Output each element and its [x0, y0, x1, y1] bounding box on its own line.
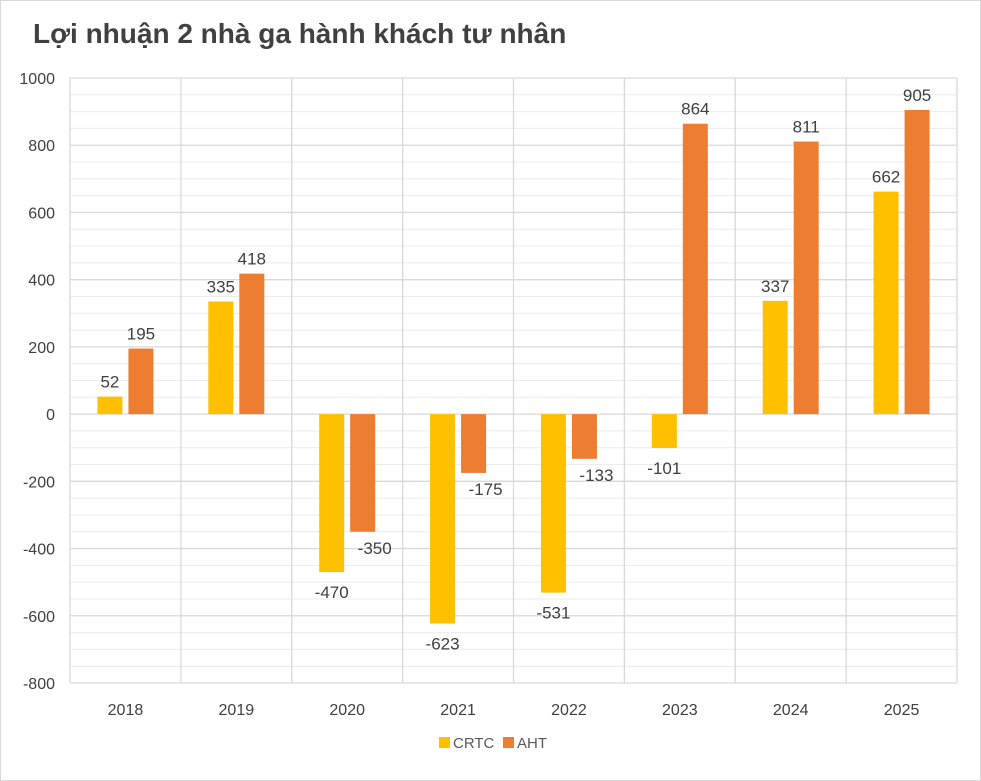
legend-swatch-aht	[503, 737, 514, 748]
x-tick-label: 2020	[329, 702, 365, 719]
legend: CRTC AHT	[439, 735, 547, 752]
data-label-aht-2024: 811	[793, 118, 820, 137]
data-label-aht-2023: 864	[681, 100, 709, 119]
y-tick-label: -400	[23, 542, 55, 559]
bar-aht-2019	[239, 273, 265, 415]
x-tick-label: 2021	[440, 702, 476, 719]
bar-crtc-2019	[208, 301, 234, 415]
y-tick-label: 1000	[19, 71, 55, 88]
bar-aht-2024	[793, 141, 819, 415]
y-tick-label: 800	[28, 138, 55, 155]
legend-label-aht: AHT	[517, 735, 547, 752]
y-axis: -800 -600 -400 -200 0 200 400 600 800 1000	[19, 71, 55, 693]
grid-lines	[69, 77, 958, 684]
data-label-aht-2022: -133	[579, 466, 613, 485]
bar-crtc-2025	[873, 191, 899, 415]
chart-title: Lợi nhuận 2 nhà ga hành khách tư nhân	[33, 18, 567, 49]
legend-label-crtc: CRTC	[453, 735, 495, 752]
y-tick-label: 200	[28, 340, 55, 357]
data-label-aht-2019: 418	[238, 250, 266, 269]
bar-aht-2020	[350, 414, 376, 532]
y-tick-label: 400	[28, 273, 55, 290]
data-label-crtc-2021: -623	[426, 635, 460, 654]
y-tick-label: -800	[23, 676, 55, 693]
y-tick-label: -600	[23, 609, 55, 626]
data-label-crtc-2020: -470	[315, 583, 349, 602]
x-tick-label: 2025	[884, 702, 920, 719]
x-tick-label: 2024	[773, 702, 809, 719]
bar-crtc-2020	[319, 414, 345, 573]
x-tick-label: 2023	[662, 702, 698, 719]
data-label-aht-2021: -175	[469, 480, 503, 499]
data-label-aht-2025: 905	[903, 86, 931, 105]
bar-aht-2025	[904, 109, 930, 415]
bar-aht-2022	[571, 414, 597, 459]
bar-crtc-2023	[651, 414, 677, 449]
data-label-aht-2018: 195	[127, 325, 155, 344]
data-label-crtc-2023: -101	[647, 459, 681, 478]
legend-swatch-crtc	[439, 737, 450, 748]
bar-crtc-2024	[762, 300, 788, 415]
data-label-crtc-2025: 662	[872, 168, 900, 187]
x-tick-label: 2019	[219, 702, 255, 719]
bars	[97, 109, 930, 624]
y-tick-label: 600	[28, 205, 55, 222]
y-tick-label: -200	[23, 474, 55, 491]
data-label-crtc-2022: -531	[536, 604, 570, 623]
x-tick-label: 2022	[551, 702, 587, 719]
bar-crtc-2021	[430, 414, 456, 624]
x-axis: 2018 2019 2020 2021 2022 2023 2024 2025	[108, 702, 920, 719]
data-label-crtc-2018: 52	[100, 373, 119, 392]
x-tick-label: 2018	[108, 702, 144, 719]
data-label-crtc-2024: 337	[761, 277, 789, 296]
y-tick-label: 0	[46, 407, 55, 424]
bar-crtc-2022	[540, 414, 566, 593]
bar-aht-2023	[682, 123, 708, 415]
bar-aht-2021	[461, 414, 487, 473]
data-label-crtc-2019: 335	[207, 278, 235, 297]
bar-crtc-2018	[97, 396, 123, 415]
data-label-aht-2020: -350	[358, 539, 392, 558]
bar-aht-2018	[128, 348, 154, 415]
